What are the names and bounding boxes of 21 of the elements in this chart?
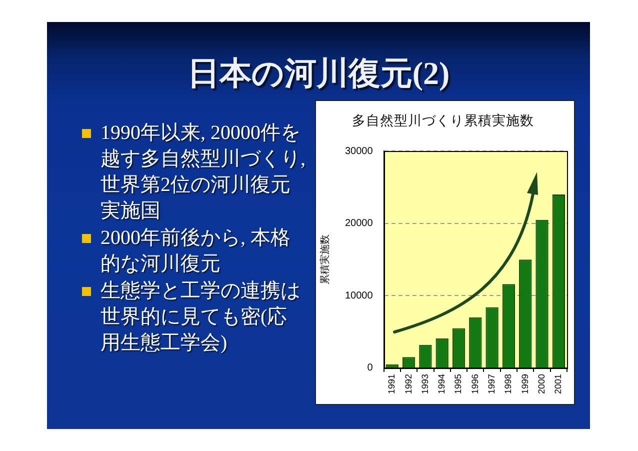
x-tick-label: 1995 [453,374,464,394]
text: 2000年前後から, 本格的な河川復元 [100,226,292,278]
x-tick-label: 1993 [420,374,430,394]
x-tick-label: 1999 [520,374,530,394]
text: 1990年以来, 20000件を越す多自然型川づくり, 世界第2位の河川復元実施国 [100,121,306,224]
x-tick-label: 1992 [403,374,414,394]
x-tick-label: 1997 [486,374,497,394]
y-tick-label: 30000 [344,146,374,157]
x-tick-label: 1998 [503,374,514,394]
text: 生態学と工学の連携は世界的に見ても密(応用生態工学会) [100,279,302,356]
x-tick-label: 2001 [553,374,564,394]
chart-title: 多自然型川づくり累積実施数 [352,112,534,128]
y-axis-title: 累積実施数 [318,234,331,285]
x-tick-label: 1991 [386,374,397,394]
y-tick-label: 10000 [344,290,374,302]
y-tick-label: 0 [367,362,374,374]
y-tick-label: 20000 [344,218,374,230]
x-tick-label: 2000 [536,374,547,394]
text: 日本の河川復元(2) [186,54,451,93]
x-tick-label: 1996 [470,374,480,394]
x-tick-label: 1994 [436,374,447,394]
